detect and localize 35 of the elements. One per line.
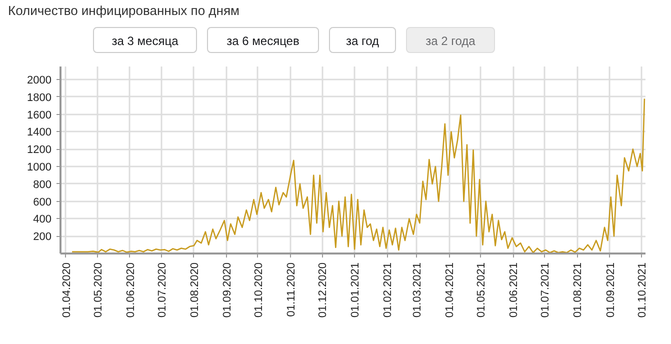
x-tick-label: 01.10.2021 — [636, 262, 648, 318]
y-tick-label: 400 — [33, 214, 52, 226]
text: за год — [329, 27, 396, 53]
x-tick-label: 01.07.2021 — [540, 262, 552, 318]
x-tick-label: 01.05.2020 — [92, 262, 104, 318]
x-tick-label: 01.04.2021 — [444, 262, 456, 318]
x-tick-label: 01.11.2020 — [286, 262, 298, 317]
y-tick-label: 600 — [33, 196, 52, 208]
x-tick-label: 01.08.2020 — [188, 262, 201, 318]
y-tick-label: 1600 — [27, 109, 52, 122]
x-tick-label: 01.06.2021 — [508, 262, 520, 318]
line-series — [71, 98, 646, 254]
x-tick-label: 01.05.2021 — [476, 262, 488, 318]
x-tick-label: 01.10.2020 — [252, 262, 265, 318]
x-tick-label: 01.06.2020 — [124, 262, 137, 318]
x-tick-label: 01.07.2020 — [156, 262, 168, 318]
x-tick-label: 01.09.2020 — [221, 262, 234, 318]
x-tick-label: 01.12.2020 — [317, 262, 330, 318]
x-tick-label: 01.09.2021 — [604, 262, 617, 318]
chart-title: Количество инфицированных по дням — [8, 2, 240, 20]
y-tick-label: 1200 — [27, 144, 52, 156]
x-tick-label: 01.03.2021 — [412, 262, 424, 318]
y-tick-label: 200 — [33, 231, 52, 244]
text: за 6 месяцев — [207, 27, 319, 53]
y-tick-label: 800 — [33, 178, 52, 191]
y-tick-label: 1800 — [27, 92, 52, 104]
y-tick-label: 2000 — [27, 74, 52, 87]
y-tick-label: 1000 — [27, 162, 52, 174]
y-tick-label: 1400 — [27, 126, 52, 139]
text: за 3 месяца — [93, 27, 197, 53]
x-tick-label: 01.01.2021 — [350, 262, 362, 318]
text: за 2 года — [406, 27, 495, 53]
x-tick-label: 01.08.2021 — [572, 262, 584, 318]
x-tick-label: 01.04.2020 — [60, 262, 73, 318]
x-tick-label: 01.02.2021 — [382, 262, 394, 318]
